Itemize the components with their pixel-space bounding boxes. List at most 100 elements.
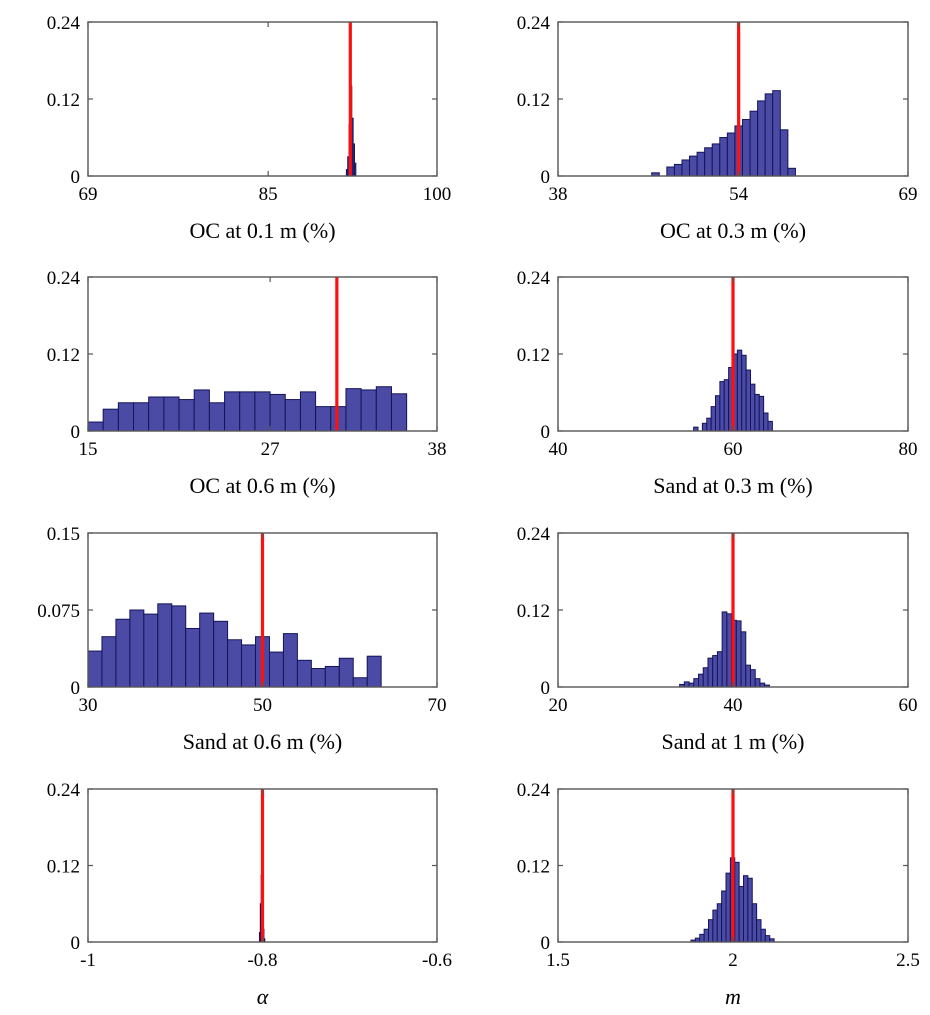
- histogram-bar: [366, 655, 382, 688]
- x-tick-label: 40: [724, 695, 743, 716]
- histogram-bar: [163, 396, 180, 432]
- y-tick-label: 0.24: [517, 524, 551, 545]
- histogram-bar: [299, 391, 317, 432]
- x-tick-label: 85: [259, 184, 278, 205]
- x-tick-label: 80: [899, 439, 918, 460]
- histogram-bar: [716, 903, 723, 943]
- x-tick-label: 2: [728, 950, 738, 971]
- histogram-bar: [239, 391, 256, 432]
- histogram-bar: [698, 673, 704, 688]
- y-tick-label: 0.24: [47, 13, 81, 34]
- y-tick-label: 0: [71, 422, 81, 443]
- x-tick-label: 20: [549, 695, 568, 716]
- histogram-bar: [708, 919, 714, 943]
- histogram-bar: [310, 668, 326, 688]
- x-tick-label: 60: [899, 695, 918, 716]
- x-tick-label: 38: [549, 184, 568, 205]
- histogram-panel-7: -1 -0.8 -0.6 0 0.12 0.24 α: [47, 780, 452, 1009]
- histogram-bar: [117, 402, 135, 432]
- y-tick-label: 0: [541, 167, 551, 188]
- histogram-bar: [338, 657, 354, 688]
- histogram-bar: [213, 620, 229, 688]
- x-tick-label: 70: [428, 695, 447, 716]
- y-tick-label: 0.24: [517, 268, 551, 289]
- histogram-bar: [751, 903, 758, 943]
- histogram-bar: [704, 147, 713, 177]
- histogram-bar: [157, 603, 173, 688]
- histogram-bar: [193, 389, 210, 432]
- histogram-bar: [712, 909, 718, 943]
- x-tick-label: 15: [79, 439, 98, 460]
- y-tick-label: 0: [71, 678, 81, 699]
- x-tick-label: 27: [261, 439, 280, 460]
- x-tick-label: 60: [724, 439, 743, 460]
- histogram-bar: [227, 639, 243, 688]
- y-tick-label: 0.24: [517, 780, 551, 801]
- histogram-bar: [143, 613, 159, 688]
- histogram-bar: [736, 349, 743, 432]
- y-tick-label: 0.24: [47, 268, 81, 289]
- histogram-bar: [779, 129, 789, 177]
- x-tick-label: 54: [729, 184, 749, 205]
- histogram-bar: [702, 667, 709, 688]
- histogram-bar: [101, 636, 117, 688]
- histogram-bar: [315, 406, 332, 432]
- histogram-bar: [241, 644, 257, 688]
- histogram-panel-3: 15 27 38 0 0.12 0.24 OC at 0.6 m (%): [47, 268, 447, 498]
- histogram-bar: [719, 381, 725, 432]
- x-axis-label: Sand at 0.6 m (%): [183, 729, 342, 754]
- histogram-bar: [171, 605, 187, 688]
- histogram-bar: [735, 620, 742, 688]
- histogram-bar: [740, 631, 747, 688]
- histogram-bar: [764, 93, 774, 177]
- histogram-bar: [699, 933, 705, 943]
- histogram-bar: [712, 655, 718, 688]
- x-axis-label: OC at 0.1 m (%): [189, 218, 335, 243]
- histogram-bar: [715, 395, 721, 432]
- x-axis-label: m: [725, 984, 741, 1009]
- histogram-bar: [115, 618, 131, 688]
- y-tick-label: 0.075: [37, 601, 80, 622]
- histogram-bar: [673, 163, 683, 177]
- x-axis-label: OC at 0.6 m (%): [189, 473, 335, 498]
- histogram-bar: [693, 678, 700, 688]
- x-tick-label: 69: [79, 184, 98, 205]
- y-tick-label: 0.12: [47, 857, 80, 878]
- histogram-bar: [764, 935, 771, 943]
- histogram-bar: [750, 669, 756, 688]
- histogram-bar: [757, 100, 766, 177]
- histogram-bar: [745, 664, 752, 688]
- x-tick-label: 69: [899, 184, 918, 205]
- y-tick-label: 0.12: [47, 90, 80, 111]
- y-tick-label: 0.12: [517, 857, 550, 878]
- y-tick-label: 0.24: [517, 13, 551, 34]
- histogram-bar: [719, 137, 728, 177]
- histogram-panel-6: 20 40 60 0 0.12 0.24 Sand at 1 m (%): [517, 524, 918, 754]
- histogram-bar: [703, 928, 710, 943]
- x-tick-label: -0.6: [422, 950, 452, 971]
- histogram-bar: [711, 143, 721, 177]
- histogram-bar: [738, 886, 745, 943]
- histogram-bar: [726, 132, 736, 177]
- histogram-bar: [352, 677, 368, 688]
- y-tick-label: 0.12: [517, 345, 550, 366]
- x-axis-label: Sand at 1 m (%): [662, 729, 805, 754]
- x-tick-label: 38: [428, 439, 447, 460]
- x-axis-label: α: [257, 984, 269, 1009]
- histogram-bar: [763, 412, 769, 432]
- histogram-bar: [87, 421, 104, 432]
- histogram-bar: [707, 657, 714, 688]
- histogram-bar: [282, 633, 298, 688]
- histogram-bar: [199, 612, 215, 688]
- histogram-bar: [390, 393, 408, 432]
- histogram-bar: [375, 386, 392, 432]
- histogram-panel-8: 1.5 2 2.5 0 0.12 0.24 m: [517, 780, 920, 1009]
- histogram-bar: [185, 627, 201, 688]
- histogram-bar: [716, 651, 723, 688]
- histogram-bar: [208, 402, 226, 432]
- histogram-bar: [710, 406, 717, 432]
- histogram-bar: [725, 872, 731, 943]
- y-tick-label: 0: [71, 167, 81, 188]
- y-tick-label: 0: [541, 678, 551, 699]
